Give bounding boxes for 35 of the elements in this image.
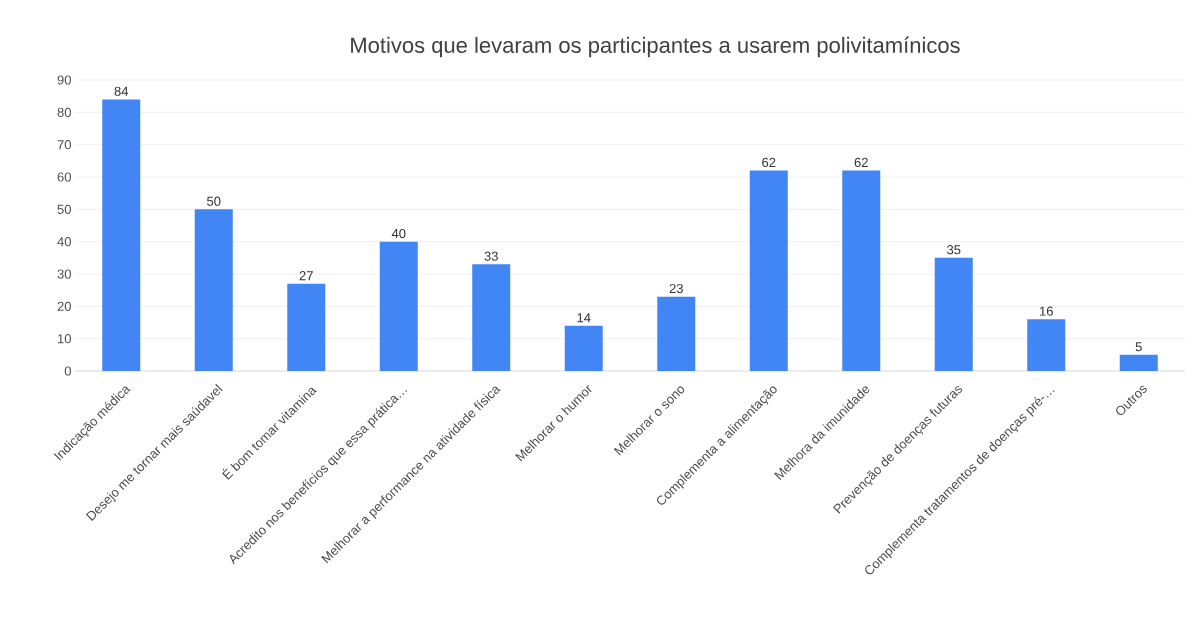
y-tick-label: 90 (57, 75, 71, 85)
y-tick-label: 50 (57, 204, 71, 214)
y-tick-label: 30 (57, 269, 71, 279)
bar (749, 170, 788, 371)
data-label: 16 (1040, 306, 1053, 316)
bar (564, 325, 603, 371)
chart-title: Motivos que levaram os participantes a usarem polivitamínicos (351, 36, 960, 58)
data-label: 62 (762, 157, 776, 168)
bar (657, 296, 696, 371)
y-tick-label: 20 (57, 301, 71, 311)
y-tick-label: 40 (57, 237, 71, 247)
data-label: 27 (299, 271, 313, 281)
bar (287, 283, 326, 371)
data-label: 23 (669, 283, 683, 294)
bar (194, 209, 233, 371)
data-label: 33 (484, 251, 498, 261)
y-tick-label: 60 (57, 172, 71, 182)
data-label: 14 (577, 313, 591, 323)
data-label: 35 (947, 245, 961, 255)
bar (102, 99, 141, 371)
data-label: 62 (854, 157, 868, 168)
y-tick-label: 70 (57, 140, 71, 150)
bar (842, 170, 881, 371)
data-label: 40 (391, 228, 406, 239)
bar (379, 241, 418, 371)
bar (1027, 319, 1066, 371)
data-label: 5 (1135, 342, 1142, 352)
y-tick-label: 80 (57, 107, 71, 117)
data-label: 50 (207, 196, 221, 206)
y-tick-label: 0 (64, 366, 71, 376)
y-tick-label: 10 (58, 334, 71, 344)
data-label: 84 (114, 86, 129, 96)
bar (1119, 354, 1158, 371)
bar (472, 264, 511, 371)
bar (934, 257, 973, 371)
